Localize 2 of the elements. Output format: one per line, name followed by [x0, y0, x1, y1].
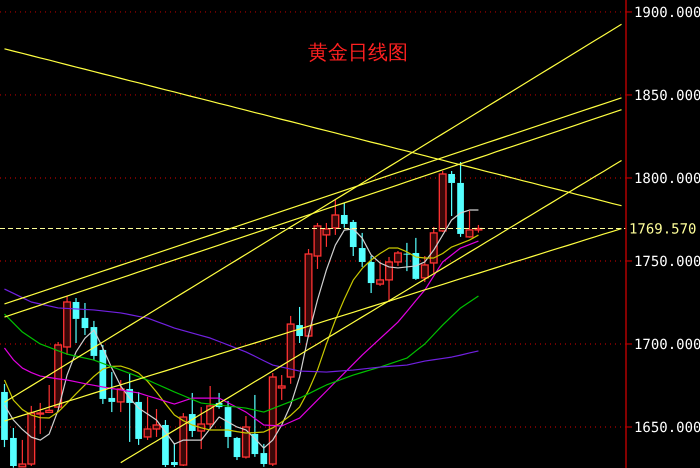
ref-line-label: 1769.570 [629, 221, 696, 238]
text: 黄金日线图 [308, 40, 408, 64]
